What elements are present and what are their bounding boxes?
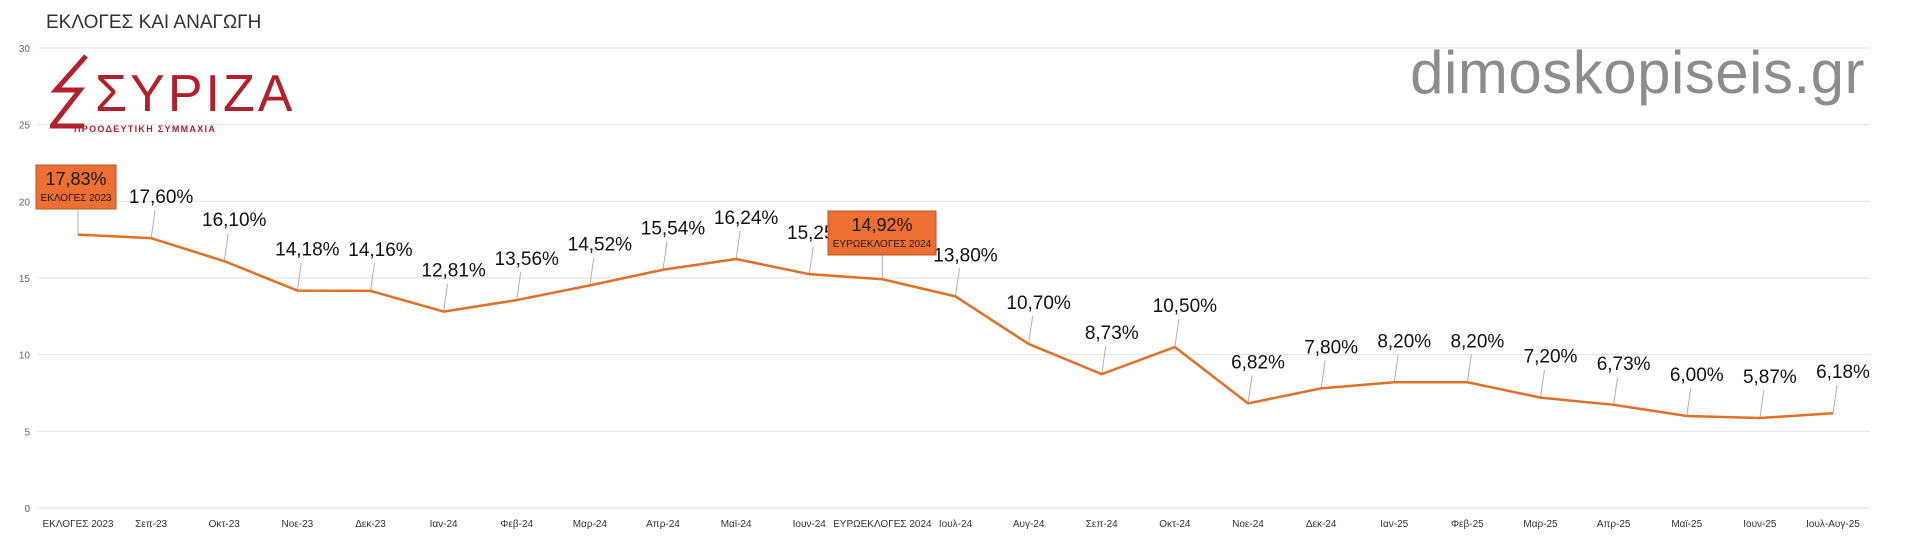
x-tick-label: Νοε-24 <box>1232 519 1264 530</box>
data-label: 10,50% <box>1153 296 1218 317</box>
label-leader-line <box>1466 354 1472 383</box>
highlight-name: ΕΚΛΟΓΕΣ 2023 <box>41 193 112 204</box>
label-leader-line <box>1613 376 1619 405</box>
label-leader-line <box>223 233 229 262</box>
series-line-path <box>77 233 1834 420</box>
data-label: 17,60% <box>129 187 194 208</box>
label-leader-line <box>1028 315 1034 345</box>
label-leader-line <box>1759 389 1765 419</box>
x-tick-label: Δεκ-23 <box>355 519 386 530</box>
data-label: 15,54% <box>641 219 706 240</box>
data-label: 12,81% <box>421 261 486 282</box>
data-label: 8,20% <box>1450 331 1504 352</box>
y-tick-label: 30 <box>19 44 31 55</box>
label-leader-line <box>150 210 156 239</box>
chart-title: ΕΚΛΟΓΕΣ ΚΑΙ ΑΝΑΓΩΓΗ <box>46 12 262 33</box>
data-label: 13,80% <box>933 245 998 266</box>
y-tick-label: 25 <box>19 121 31 132</box>
data-label: 16,24% <box>714 208 779 229</box>
series-line <box>77 233 1834 420</box>
highlight-callouts: 17,83% ΕΚΛΟΓΕΣ 2023 14,92% ΕΥΡΩΕΚΛΟΓΕΣ 2024 <box>35 164 937 256</box>
data-label: 14,16% <box>348 240 413 261</box>
y-tick-label: 5 <box>24 427 30 438</box>
x-tick-label: Μαρ-25 <box>1523 519 1558 530</box>
x-tick-label: ΕΥΡΩΕΚΛΟΓΕΣ 2024 <box>833 519 932 530</box>
x-tick-label: Δεκ-24 <box>1306 519 1337 530</box>
label-leader-line <box>516 272 522 301</box>
data-label: 7,80% <box>1304 337 1358 358</box>
logo-sigma-icon <box>50 54 88 129</box>
x-tick-label: Ιουλ-Αυγ-25 <box>1806 519 1860 530</box>
label-leader-line <box>735 230 741 260</box>
highlight-value: 17,83% <box>45 169 106 189</box>
highlight-box <box>827 210 937 256</box>
label-leader-line <box>1832 385 1838 414</box>
y-tick-label: 15 <box>19 274 31 285</box>
data-label: 13,56% <box>495 249 560 270</box>
data-label: 10,70% <box>1006 293 1071 314</box>
highlight-box <box>35 164 117 210</box>
data-label: 8,20% <box>1377 331 1431 352</box>
x-tick-label: Ιαν-24 <box>430 519 458 530</box>
label-leader-line <box>808 246 814 275</box>
x-tick-label: Απρ-25 <box>1597 519 1631 530</box>
label-leader-line <box>1320 360 1326 389</box>
x-tick-label: Σεπ-23 <box>135 519 167 530</box>
x-tick-label: Ιουν-25 <box>1743 519 1777 530</box>
highlight-name: ΕΥΡΩΕΚΛΟΓΕΣ 2024 <box>833 239 932 250</box>
data-label: 6,82% <box>1231 352 1285 373</box>
label-leader-line <box>1393 354 1399 383</box>
label-leader-line <box>1686 387 1692 417</box>
data-label: 6,18% <box>1816 362 1870 383</box>
x-tick-label: Σεπ-24 <box>1086 519 1118 530</box>
y-tick-label: 10 <box>19 351 31 362</box>
label-leader-line <box>370 262 375 291</box>
y-axis-ticks: 0 5 10 15 20 25 30 <box>19 44 31 515</box>
x-tick-label: Οκτ-24 <box>1159 519 1191 530</box>
x-tick-label: Ιαν-25 <box>1380 519 1408 530</box>
label-leader-line <box>1540 369 1545 398</box>
x-tick-label: Φεβ-25 <box>1451 519 1484 530</box>
x-tick-label: ΕΚΛΟΓΕΣ 2023 <box>43 519 114 530</box>
highlight-value: 14,92% <box>851 215 912 235</box>
y-tick-label: 20 <box>19 197 31 208</box>
label-leaders <box>77 209 1838 419</box>
data-label: 6,00% <box>1670 365 1724 386</box>
y-tick-label: 0 <box>24 504 30 515</box>
label-leader-line <box>1174 318 1180 348</box>
data-label: 14,52% <box>568 234 633 255</box>
x-tick-label: Μαρ-24 <box>573 519 608 530</box>
label-leader-line <box>1247 375 1253 404</box>
label-leader-line <box>1101 346 1107 375</box>
gridlines <box>38 47 1870 509</box>
logo-text: ΣΥΡΙΖΑ <box>95 65 296 123</box>
data-label: 6,73% <box>1597 354 1651 375</box>
x-tick-label: Οκτ-23 <box>209 519 241 530</box>
x-tick-label: Ιουν-24 <box>793 519 827 530</box>
x-tick-label: Απρ-24 <box>646 519 680 530</box>
label-leader-line <box>662 241 668 270</box>
x-tick-label: Νοε-23 <box>282 519 314 530</box>
data-label: 5,87% <box>1743 367 1797 388</box>
x-tick-label: Φεβ-24 <box>500 519 533 530</box>
x-tick-label: Αυγ-24 <box>1013 519 1045 530</box>
data-label: 14,18% <box>275 240 340 261</box>
party-logo <box>50 54 88 129</box>
x-tick-label: Ιουλ-24 <box>939 519 973 530</box>
label-leader-line <box>955 268 960 297</box>
x-axis-ticks: ΕΚΛΟΓΕΣ 2023 Σεπ-23 Οκτ-23 Νοε-23 Δεκ-23 Ιαν-… <box>43 519 1861 530</box>
data-label: 16,10% <box>202 210 267 231</box>
x-tick-label: Μαϊ-24 <box>721 519 752 530</box>
watermark: dimoskopiseis.gr <box>1410 39 1865 106</box>
data-labels: 17,60% 16,10% 14,18% 14,16% 12,81% 13,56% 14,5… <box>129 187 1870 388</box>
label-leader-line <box>296 262 302 291</box>
label-leader-line <box>589 257 595 286</box>
data-label: 8,73% <box>1085 323 1139 344</box>
logo-subtitle: ΠΡΟΟΔΕΥΤΙΚΗ ΣΥΜΜΑΧΙΑ <box>74 124 217 134</box>
label-leader-line <box>443 283 449 312</box>
x-tick-label: Μαϊ-25 <box>1671 519 1702 530</box>
data-label: 7,20% <box>1524 347 1578 368</box>
